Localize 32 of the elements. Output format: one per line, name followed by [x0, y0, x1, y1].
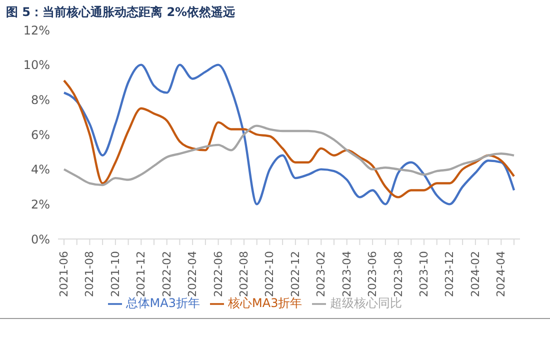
x-tick-label: 2022-04	[186, 251, 200, 297]
line-series	[62, 124, 516, 186]
x-tick-label: 2022-06	[212, 251, 225, 297]
y-tick-label: 2%	[30, 197, 50, 212]
x-tick-label: 2022-02	[160, 251, 174, 297]
x-tick-label: 2022-10	[263, 251, 276, 297]
y-tick-label: 0%	[30, 232, 50, 246]
legend-label: 超级核心同比	[330, 296, 402, 310]
legend-label: 总体MA3折年	[126, 296, 200, 310]
y-tick-label: 4%	[30, 162, 50, 177]
line-series	[62, 64, 516, 206]
x-tick-label: 2023-10	[418, 251, 430, 297]
x-tick-label: 2023-04	[340, 251, 354, 297]
y-tick-label: 10%	[23, 58, 50, 72]
x-tick-label: 2022-12	[288, 251, 302, 297]
x-tick-label: 2021-10	[108, 251, 122, 297]
x-tick-label: 2023-08	[392, 251, 405, 297]
line-series	[62, 79, 516, 198]
y-tick-label: 6%	[30, 128, 50, 142]
x-tick-label: 2023-12	[443, 251, 456, 297]
x-tick-label: 2021-06	[58, 251, 70, 297]
x-tick-label: 2023-06	[366, 251, 380, 297]
y-tick-label: 12%	[23, 23, 50, 38]
y-tick-label: 8%	[30, 92, 50, 107]
x-tick-label: 2021-12	[134, 251, 148, 297]
x-tick-label: 2022-08	[238, 251, 250, 297]
chart-title: 图 5：当前核心通胀动态距离 2%依然遥远	[6, 4, 236, 21]
x-tick-label: 2023-02	[314, 251, 328, 297]
x-tick-label: 2021-08	[83, 251, 96, 297]
x-tick-label: 2024-02	[468, 251, 482, 297]
x-tick-label: 2024-04	[494, 251, 508, 297]
legend-label: 核心MA3折年	[228, 296, 302, 310]
